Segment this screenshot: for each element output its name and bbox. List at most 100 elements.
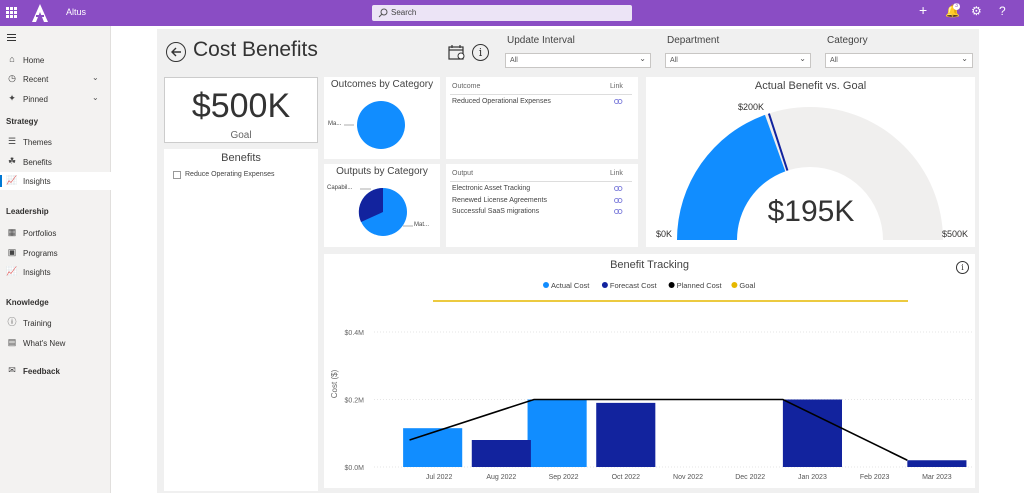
link-icon[interactable]	[614, 99, 623, 104]
gauge-min-label: $0K	[656, 229, 673, 239]
feedback-icon: ✉	[8, 365, 16, 375]
gauge-value-arc[interactable]	[677, 114, 786, 240]
chart-bar-forecast-cost	[596, 402, 656, 467]
pie-slice[interactable]	[357, 101, 405, 149]
output-table: Output Link Electronic Asset Tracking Re…	[446, 164, 638, 247]
sidebar-item-pinned[interactable]: ✦ Pinned ⌄	[0, 90, 111, 108]
pie-label-b: Mat...	[414, 222, 430, 228]
arrow-left-icon	[171, 47, 181, 57]
link-icon[interactable]	[614, 209, 623, 214]
benefit-tracking-chart: $0.0M $0.2M $0.4M Cost ($) Jul 2022 Aug 2022 S…	[330, 281, 972, 481]
link-icon[interactable]	[614, 186, 623, 191]
filter-dropdown-department[interactable]: All ⌄	[665, 53, 811, 68]
clock-icon: ◷	[8, 73, 16, 83]
chevron-down-icon: ⌄	[799, 54, 806, 63]
notification-badge: 3	[953, 3, 960, 10]
x-tick-label: Dec 2022	[735, 474, 765, 481]
x-tick-label: Feb 2023	[860, 474, 890, 481]
filter-value: All	[830, 57, 838, 64]
chart-icon: 📈	[6, 266, 18, 276]
x-tick-label: Jan 2023	[798, 474, 827, 481]
add-icon[interactable]: +	[919, 2, 928, 18]
search-input[interactable]: Search	[372, 5, 632, 21]
filter-value: All	[670, 57, 678, 64]
sidebar-item-insights[interactable]: 📈 Insights	[0, 172, 111, 190]
news-icon: ▤	[7, 337, 17, 347]
pie-slice-capabilities[interactable]	[358, 187, 383, 222]
section-heading-strategy: Strategy	[6, 117, 39, 126]
outputs-by-category-card: Outputs by Category Capabil... Mat...	[324, 164, 440, 247]
gauge-value: $195K	[767, 195, 855, 228]
calendar-refresh-icon[interactable]	[448, 44, 466, 61]
search-icon	[378, 8, 388, 18]
chart-bar-actual-cost	[527, 399, 587, 467]
filter-label-department: Department	[667, 35, 720, 46]
benefit-item: Reduce Operating Expenses	[185, 171, 275, 178]
link-icon[interactable]	[614, 198, 623, 203]
gauge-max-label: $500K	[942, 229, 969, 239]
chart-bar-forecast-cost	[471, 440, 531, 467]
search-placeholder: Search	[391, 8, 417, 17]
outcome-table: Outcome Link Reduced Operational Expense…	[446, 77, 638, 159]
sidebar-item-training[interactable]: ⓘ Training	[0, 314, 111, 332]
sidebar-item-benefits[interactable]: ☘ Benefits	[0, 153, 111, 171]
benefit-checkbox[interactable]	[173, 171, 181, 179]
hamburger-icon[interactable]	[7, 34, 16, 43]
column-header-outcome: Outcome	[452, 83, 481, 90]
help-icon[interactable]: ?	[999, 4, 1006, 18]
gauge-target-marker	[767, 113, 789, 171]
sidebar-item-insights-leadership[interactable]: 📈 Insights	[0, 263, 111, 281]
info-icon[interactable]: i	[472, 44, 489, 61]
table-row: Reduced Operational Expenses	[452, 98, 551, 105]
outcomes-chart-title: Outcomes by Category	[330, 79, 434, 90]
gauge-card: Actual Benefit vs. Goal $195K $0K $500K …	[646, 77, 975, 247]
outcomes-pie	[344, 101, 405, 149]
chart-title: Benefit Tracking	[610, 259, 689, 271]
legend-marker	[668, 282, 675, 288]
sidebar-item-themes[interactable]: ☰ Themes	[0, 133, 111, 151]
sidebar-item-recent[interactable]: ◷ Recent ⌄	[0, 70, 111, 88]
planned-cost-line	[409, 398, 908, 461]
info-icon[interactable]: i	[956, 261, 969, 274]
sidebar-item-whats-new[interactable]: ▤ What's New	[0, 334, 111, 352]
legend-marker	[601, 282, 608, 288]
chevron-down-icon: ⌄	[961, 54, 968, 63]
sidebar-item-feedback[interactable]: ✉ Feedback	[0, 362, 111, 380]
gauge-target-label: $200K	[738, 102, 765, 112]
altus-logo-icon[interactable]	[30, 3, 50, 23]
x-tick-label: Nov 2022	[673, 474, 703, 481]
sidebar-item-label: Pinned	[23, 95, 48, 104]
app-launcher-icon[interactable]	[6, 7, 18, 19]
legend-label: Goal	[739, 281, 755, 290]
legend-label: Actual Cost	[551, 281, 590, 290]
legend-marker	[731, 282, 738, 288]
sidebar-item-home[interactable]: ⌂ Home	[0, 51, 111, 69]
goal-label: Goal	[230, 130, 252, 141]
benefit-tracking-card: Benefit Tracking i $0.0M $0.2M $0.4M Cost (…	[324, 254, 975, 488]
divider	[450, 181, 632, 182]
back-button[interactable]	[166, 42, 186, 62]
filter-dropdown-update-interval[interactable]: All ⌄	[505, 53, 651, 68]
gear-icon[interactable]: ⚙	[971, 4, 982, 18]
sidebar-item-programs[interactable]: ▣ Programs	[0, 244, 111, 262]
chevron-down-icon[interactable]: ⌄	[92, 73, 99, 82]
filter-dropdown-category[interactable]: All ⌄	[825, 53, 973, 68]
filter-label-category: Category	[827, 35, 868, 46]
sidebar-item-label: Training	[23, 319, 52, 328]
table-row: Electronic Asset Tracking	[452, 185, 531, 192]
help-circle-icon: ⓘ	[7, 317, 17, 327]
sidebar-item-label: Feedback	[23, 367, 60, 376]
chevron-down-icon[interactable]: ⌄	[92, 93, 99, 102]
y-tick-label: $0.2M	[345, 398, 365, 405]
y-axis-label: Cost ($)	[330, 369, 339, 398]
divider	[450, 94, 632, 95]
chart-bar-forecast-cost	[782, 399, 842, 467]
outputs-chart-title: Outputs by Category	[336, 166, 428, 177]
page-title: Cost Benefits	[193, 38, 318, 61]
chart-icon: 📈	[6, 175, 18, 185]
sidebar-item-portfolios[interactable]: ▦ Portfolios	[0, 224, 111, 242]
gauge-title: Actual Benefit vs. Goal	[754, 80, 867, 92]
filter-value: All	[510, 57, 518, 64]
layers-icon: ☰	[7, 136, 17, 146]
benefits-title: Benefits	[221, 152, 261, 164]
